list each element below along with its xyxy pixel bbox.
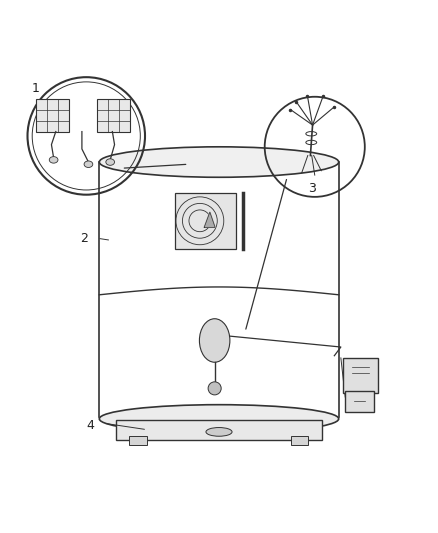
Polygon shape: [204, 212, 215, 228]
FancyBboxPatch shape: [116, 419, 322, 440]
Ellipse shape: [84, 161, 93, 167]
FancyBboxPatch shape: [345, 391, 374, 413]
Bar: [176, 192, 237, 249]
Bar: [291, 436, 308, 445]
Ellipse shape: [99, 147, 339, 177]
FancyBboxPatch shape: [343, 358, 378, 393]
Ellipse shape: [49, 157, 58, 163]
Text: 1: 1: [32, 82, 40, 94]
Circle shape: [208, 382, 221, 395]
Bar: [97, 99, 130, 132]
Ellipse shape: [106, 159, 115, 165]
Ellipse shape: [99, 405, 339, 433]
Text: 4: 4: [86, 419, 94, 432]
Ellipse shape: [206, 427, 232, 436]
Bar: [36, 99, 69, 132]
Bar: [129, 436, 147, 445]
Text: 2: 2: [80, 232, 88, 245]
Text: 3: 3: [308, 182, 316, 195]
Ellipse shape: [199, 319, 230, 362]
